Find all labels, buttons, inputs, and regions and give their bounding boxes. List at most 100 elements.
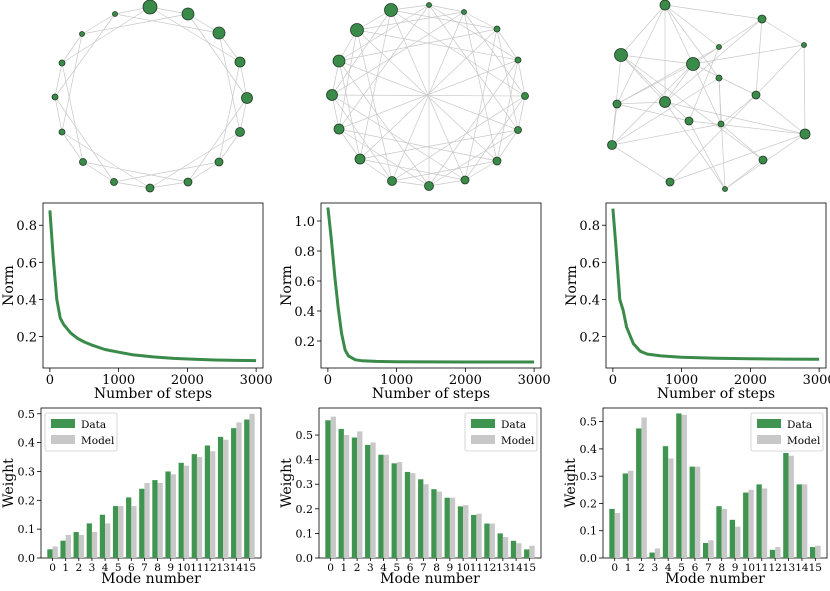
legend-label-model: Model	[787, 435, 821, 447]
network-edge	[356, 29, 519, 61]
network-node	[235, 127, 245, 137]
network-edge	[81, 13, 116, 35]
data-bar-2	[636, 428, 642, 558]
network-edge	[338, 60, 361, 160]
network-node	[659, 96, 671, 108]
x-tick-label: 0	[46, 373, 54, 388]
data-bar-15	[809, 547, 816, 558]
x-tick-label: 15	[809, 562, 822, 574]
y-axis-label: Weight	[1, 458, 17, 508]
network-edge	[616, 46, 720, 105]
data-bar-7	[139, 488, 145, 558]
network-edge	[390, 9, 526, 97]
network-edge	[692, 44, 805, 65]
y-axis-label: Weight	[563, 458, 579, 508]
x-tick-label: 14	[230, 562, 244, 574]
data-bar-8	[716, 506, 722, 558]
legend-label-data: Data	[787, 419, 812, 431]
network-edge	[688, 120, 806, 135]
network-edge	[359, 158, 393, 182]
network-node	[79, 158, 87, 166]
y-tick-label: 0.2	[16, 330, 37, 345]
x-tick-label: 11	[470, 562, 483, 574]
model-bar-6	[410, 473, 416, 558]
network-edge	[82, 161, 115, 183]
legend: Data Model	[750, 412, 824, 452]
network-edge	[517, 95, 526, 131]
x-tick-label: 3	[89, 562, 96, 574]
x-tick-label: 2	[75, 562, 82, 574]
x-tick-label: 8	[718, 562, 725, 574]
model-bar-4	[668, 458, 674, 558]
x-axis-label: Mode number	[101, 571, 201, 587]
data-bar-2	[73, 532, 79, 558]
y-tick-label: 1.0	[294, 215, 315, 230]
y-tick-label: 0.8	[579, 219, 600, 234]
data-bar-10	[457, 506, 464, 558]
network-edge	[720, 94, 757, 125]
data-bar-3	[365, 444, 371, 558]
x-tick-label: 4	[380, 562, 387, 574]
legend-label-data: Data	[81, 419, 106, 431]
data-bar-11	[471, 514, 477, 558]
network-edge	[692, 63, 757, 96]
model-bar-9	[449, 497, 456, 558]
model-bar-7	[423, 484, 429, 558]
x-tick-label: 7	[705, 562, 712, 574]
x-tick-label: 0	[49, 562, 56, 574]
network-edge	[359, 158, 466, 181]
x-tick-label: 10	[456, 562, 469, 574]
network-edge	[338, 128, 430, 187]
x-tick-label: 10	[742, 562, 755, 574]
norm-series-line	[48, 210, 257, 363]
x-axis-label: Number of steps	[372, 386, 490, 402]
network-edge	[664, 4, 763, 20]
model-bar-0	[330, 416, 336, 558]
x-tick-label: 3000	[240, 373, 273, 388]
network-edge	[54, 13, 116, 98]
y-tick-label: 0.0	[580, 552, 598, 565]
legend-swatch-data	[757, 419, 781, 428]
legend-swatch-data	[51, 419, 75, 428]
network-node	[142, 0, 158, 15]
data-bar-2	[351, 437, 358, 558]
network-node	[758, 155, 768, 165]
plot-frame	[602, 407, 828, 559]
x-tick-label: 2	[354, 562, 361, 574]
network-edge	[113, 161, 220, 183]
network-node	[58, 128, 66, 136]
network-node	[387, 176, 397, 186]
model-bar-14	[801, 484, 808, 558]
network-node	[112, 11, 118, 17]
model-bar-15	[815, 545, 821, 558]
bar-chart-3: 0.00.10.20.30.40.50 1 2 3 4 5 6 7 8 9 10 11 12 13 14 15…	[563, 407, 828, 587]
y-tick-label: 0.5	[18, 408, 36, 421]
x-tick-label: 1	[62, 562, 69, 574]
plot-frame	[320, 202, 542, 369]
network-edge	[664, 101, 726, 190]
network-edge	[356, 11, 465, 31]
data-bar-9	[165, 471, 171, 558]
x-tick-label: 1000	[665, 373, 698, 388]
model-bar-12	[489, 523, 495, 558]
network-edge	[620, 54, 764, 161]
network-edge	[611, 123, 722, 146]
data-bar-8	[431, 489, 437, 558]
network-edge	[61, 6, 151, 64]
network-node	[350, 23, 364, 37]
network-node	[79, 31, 85, 37]
network-edge	[54, 62, 63, 98]
data-bar-13	[217, 436, 224, 558]
network-edge	[688, 120, 726, 190]
x-tick-label: 3	[651, 562, 658, 574]
y-tick-label: 0.3	[18, 465, 36, 478]
y-tick-label: 0.6	[16, 256, 37, 271]
network-edge	[620, 54, 694, 65]
legend: Data Model	[464, 412, 538, 452]
network-edge	[54, 96, 63, 133]
network-edge	[359, 28, 498, 160]
network-edge	[611, 77, 720, 146]
network-edge	[149, 6, 241, 63]
network-node	[145, 183, 155, 193]
network-edge	[428, 4, 519, 61]
